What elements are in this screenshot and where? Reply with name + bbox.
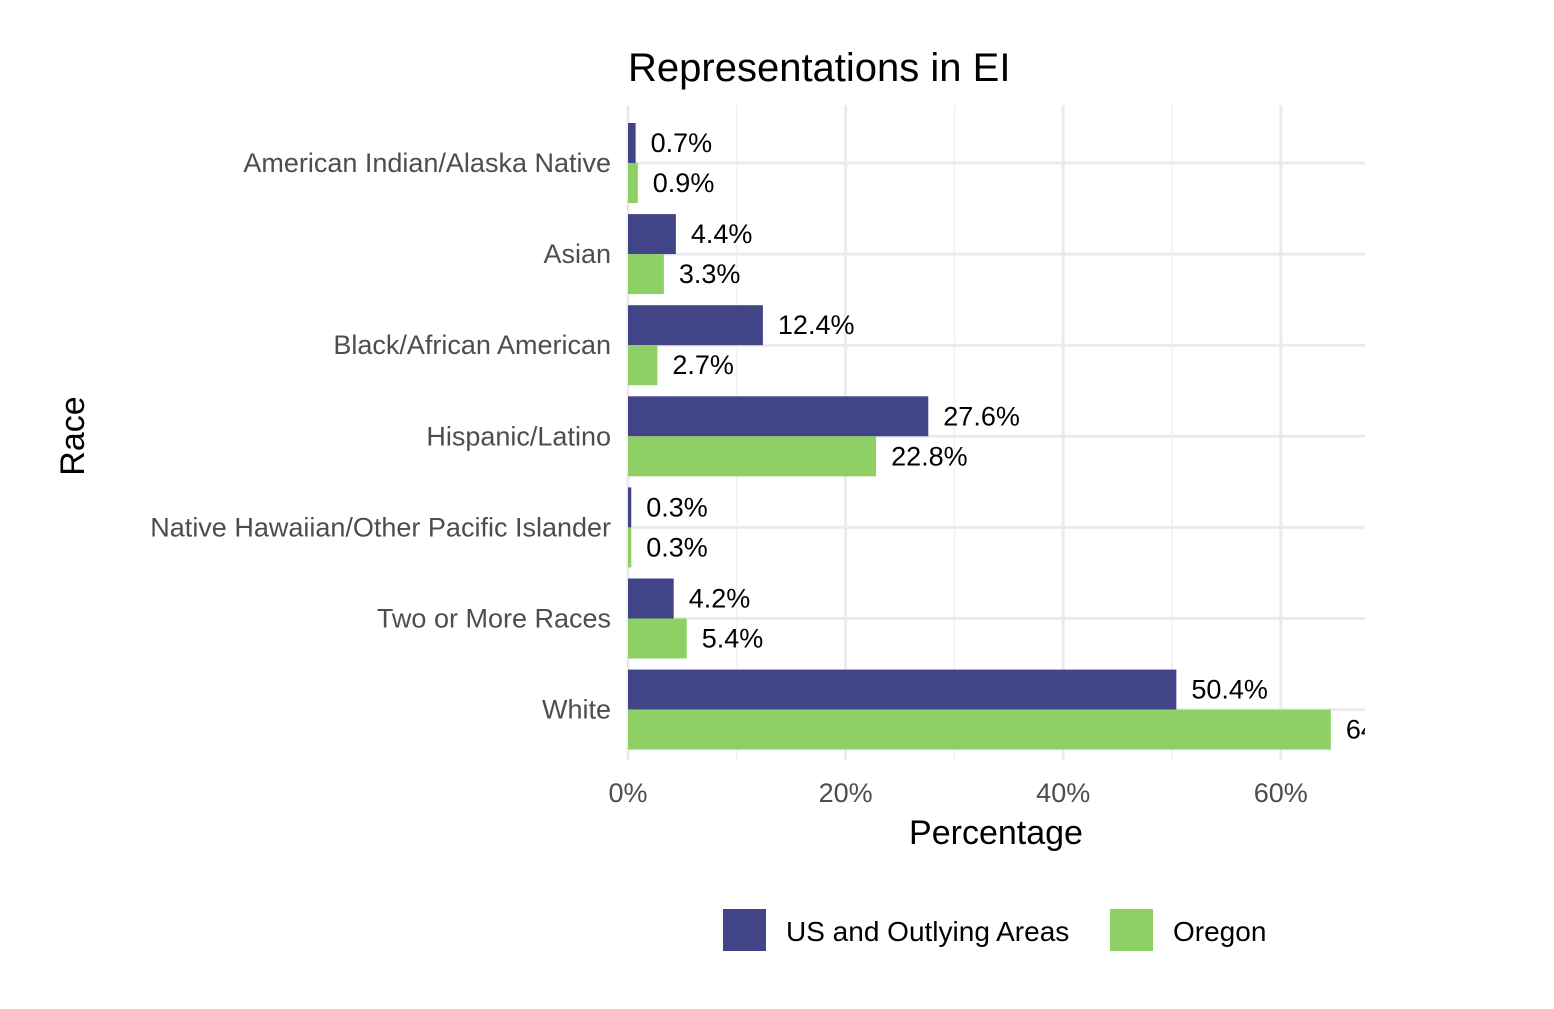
x-axis-title: Percentage	[909, 814, 1083, 852]
legend-swatch-us	[723, 909, 766, 951]
data-label: 4.4%	[691, 219, 753, 249]
legend-label-oregon: Oregon	[1173, 916, 1266, 947]
bar-us-and-outlying-areas	[628, 578, 674, 619]
data-labels: 0.7% 0.9% 4.4% 3.3% 12.4% 2.7% 27.6% 22.8% 0.3% 0…	[646, 128, 1423, 745]
data-label: 22.8%	[891, 441, 968, 471]
data-label: 0.7%	[651, 128, 713, 158]
data-label: 50.4%	[1191, 675, 1268, 705]
bar-us-and-outlying-areas	[628, 396, 929, 437]
chart-title: Representations in EI	[628, 46, 1010, 90]
y-tick-label: Native Hawaiian/Other Pacific Islander	[150, 512, 611, 542]
x-axis-tick-labels: 0% 20% 40% 60%	[608, 778, 1307, 808]
y-tick-label: American Indian/Alaska Native	[243, 148, 611, 178]
bar-oregon	[628, 618, 687, 659]
bar-oregon	[628, 436, 877, 477]
x-tick-label: 60%	[1254, 778, 1308, 808]
bar-oregon	[628, 254, 664, 295]
x-tick-label: 0%	[608, 778, 647, 808]
bar-us-and-outlying-areas	[628, 214, 676, 255]
data-label: 5.4%	[702, 624, 764, 654]
data-label: 0.9%	[653, 168, 715, 198]
data-label: 3.3%	[679, 259, 741, 289]
data-label: 64.6%	[1346, 715, 1423, 745]
data-label: 2.7%	[672, 350, 734, 380]
bar-oregon	[628, 163, 638, 203]
y-axis-tick-labels: American Indian/Alaska Native Asian Black/…	[150, 148, 611, 725]
y-tick-label: Two or More Races	[377, 604, 611, 634]
data-label: 0.3%	[646, 532, 708, 562]
bar-us-and-outlying-areas	[628, 305, 763, 346]
legend-swatch-oregon	[1110, 909, 1153, 951]
y-tick-label: Hispanic/Latino	[426, 421, 611, 451]
y-tick-label: Asian	[543, 239, 611, 269]
bar-us-and-outlying-areas	[628, 487, 632, 528]
data-label: 12.4%	[778, 310, 855, 340]
y-axis-title: Race	[54, 396, 92, 475]
bar-us-and-outlying-areas	[628, 669, 1177, 710]
x-tick-label: 40%	[1036, 778, 1090, 808]
data-label: 0.3%	[646, 492, 708, 522]
bar-oregon	[628, 527, 632, 568]
data-label: 4.2%	[689, 584, 751, 614]
y-tick-label: White	[542, 695, 611, 725]
bars	[628, 123, 1331, 750]
bar-oregon	[628, 709, 1331, 750]
y-tick-label: Black/African American	[333, 330, 611, 360]
legend: US and Outlying Areas Oregon	[723, 909, 1266, 951]
bar-us-and-outlying-areas	[628, 123, 636, 163]
x-tick-label: 20%	[819, 778, 873, 808]
data-label: 27.6%	[943, 401, 1020, 431]
bar-oregon	[628, 345, 658, 386]
legend-label-us: US and Outlying Areas	[786, 916, 1069, 947]
